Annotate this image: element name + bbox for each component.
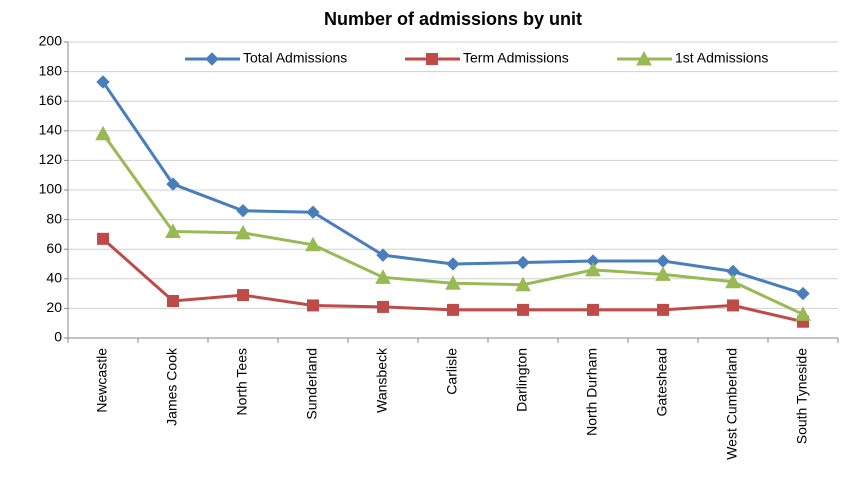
- y-tick-label: 120: [39, 151, 63, 167]
- point: [587, 303, 599, 316]
- legend-marker: [636, 50, 652, 66]
- point: [165, 223, 181, 238]
- point: [95, 125, 111, 141]
- point: [97, 232, 109, 245]
- x-tick-label: Carlisle: [444, 348, 460, 395]
- point: [376, 248, 390, 262]
- x-tick-label: James Cook: [164, 347, 180, 426]
- legend-label: Term Admissions: [463, 50, 569, 66]
- y-tick-label: 180: [39, 62, 63, 78]
- legend-label: Total Admissions: [243, 50, 347, 66]
- x-tick-label: South Tyneside: [794, 348, 810, 444]
- point: [515, 276, 531, 292]
- chart-title: Number of admissions by unit: [324, 9, 582, 29]
- point: [307, 299, 319, 312]
- x-tick-label: North Tees: [234, 348, 250, 415]
- point: [375, 269, 391, 284]
- y-tick-label: 80: [46, 210, 62, 226]
- point: [96, 75, 110, 89]
- point: [446, 257, 460, 271]
- point: [656, 254, 670, 268]
- point: [237, 289, 249, 302]
- y-tick-label: 40: [46, 270, 62, 286]
- point: [306, 205, 320, 219]
- y-tick-label: 0: [54, 329, 62, 345]
- point: [796, 286, 810, 301]
- point: [727, 299, 739, 312]
- x-tick-label: Sunderland: [304, 348, 320, 420]
- point: [585, 261, 601, 277]
- point: [377, 300, 389, 313]
- legend-marker: [426, 53, 438, 65]
- point: [725, 273, 741, 289]
- point: [236, 204, 250, 218]
- x-tick-label: Darlington: [514, 348, 530, 412]
- point: [657, 303, 669, 316]
- point: [445, 275, 461, 290]
- legend-label: 1st Admissions: [675, 50, 768, 66]
- y-tick-label: 60: [46, 240, 62, 256]
- point: [167, 295, 179, 307]
- point: [166, 177, 180, 191]
- x-tick-label: Gateshead: [654, 348, 670, 417]
- x-tick-label: Newcastle: [94, 348, 110, 413]
- y-tick-label: 160: [39, 92, 63, 108]
- point: [235, 224, 251, 240]
- y-tick-label: 140: [39, 122, 63, 138]
- y-tick-label: 200: [39, 33, 63, 49]
- y-tick-label: 20: [46, 299, 62, 315]
- y-tick-label: 100: [39, 181, 63, 197]
- point: [795, 306, 811, 321]
- point: [305, 236, 321, 252]
- x-tick-label: West Cumberland: [724, 348, 740, 460]
- point: [655, 266, 671, 281]
- x-tick-label: Wansbeck: [374, 347, 390, 413]
- point: [447, 303, 459, 316]
- point: [517, 303, 529, 316]
- point: [516, 255, 530, 270]
- x-tick-label: North Durham: [584, 348, 600, 436]
- legend-marker: [205, 52, 219, 66]
